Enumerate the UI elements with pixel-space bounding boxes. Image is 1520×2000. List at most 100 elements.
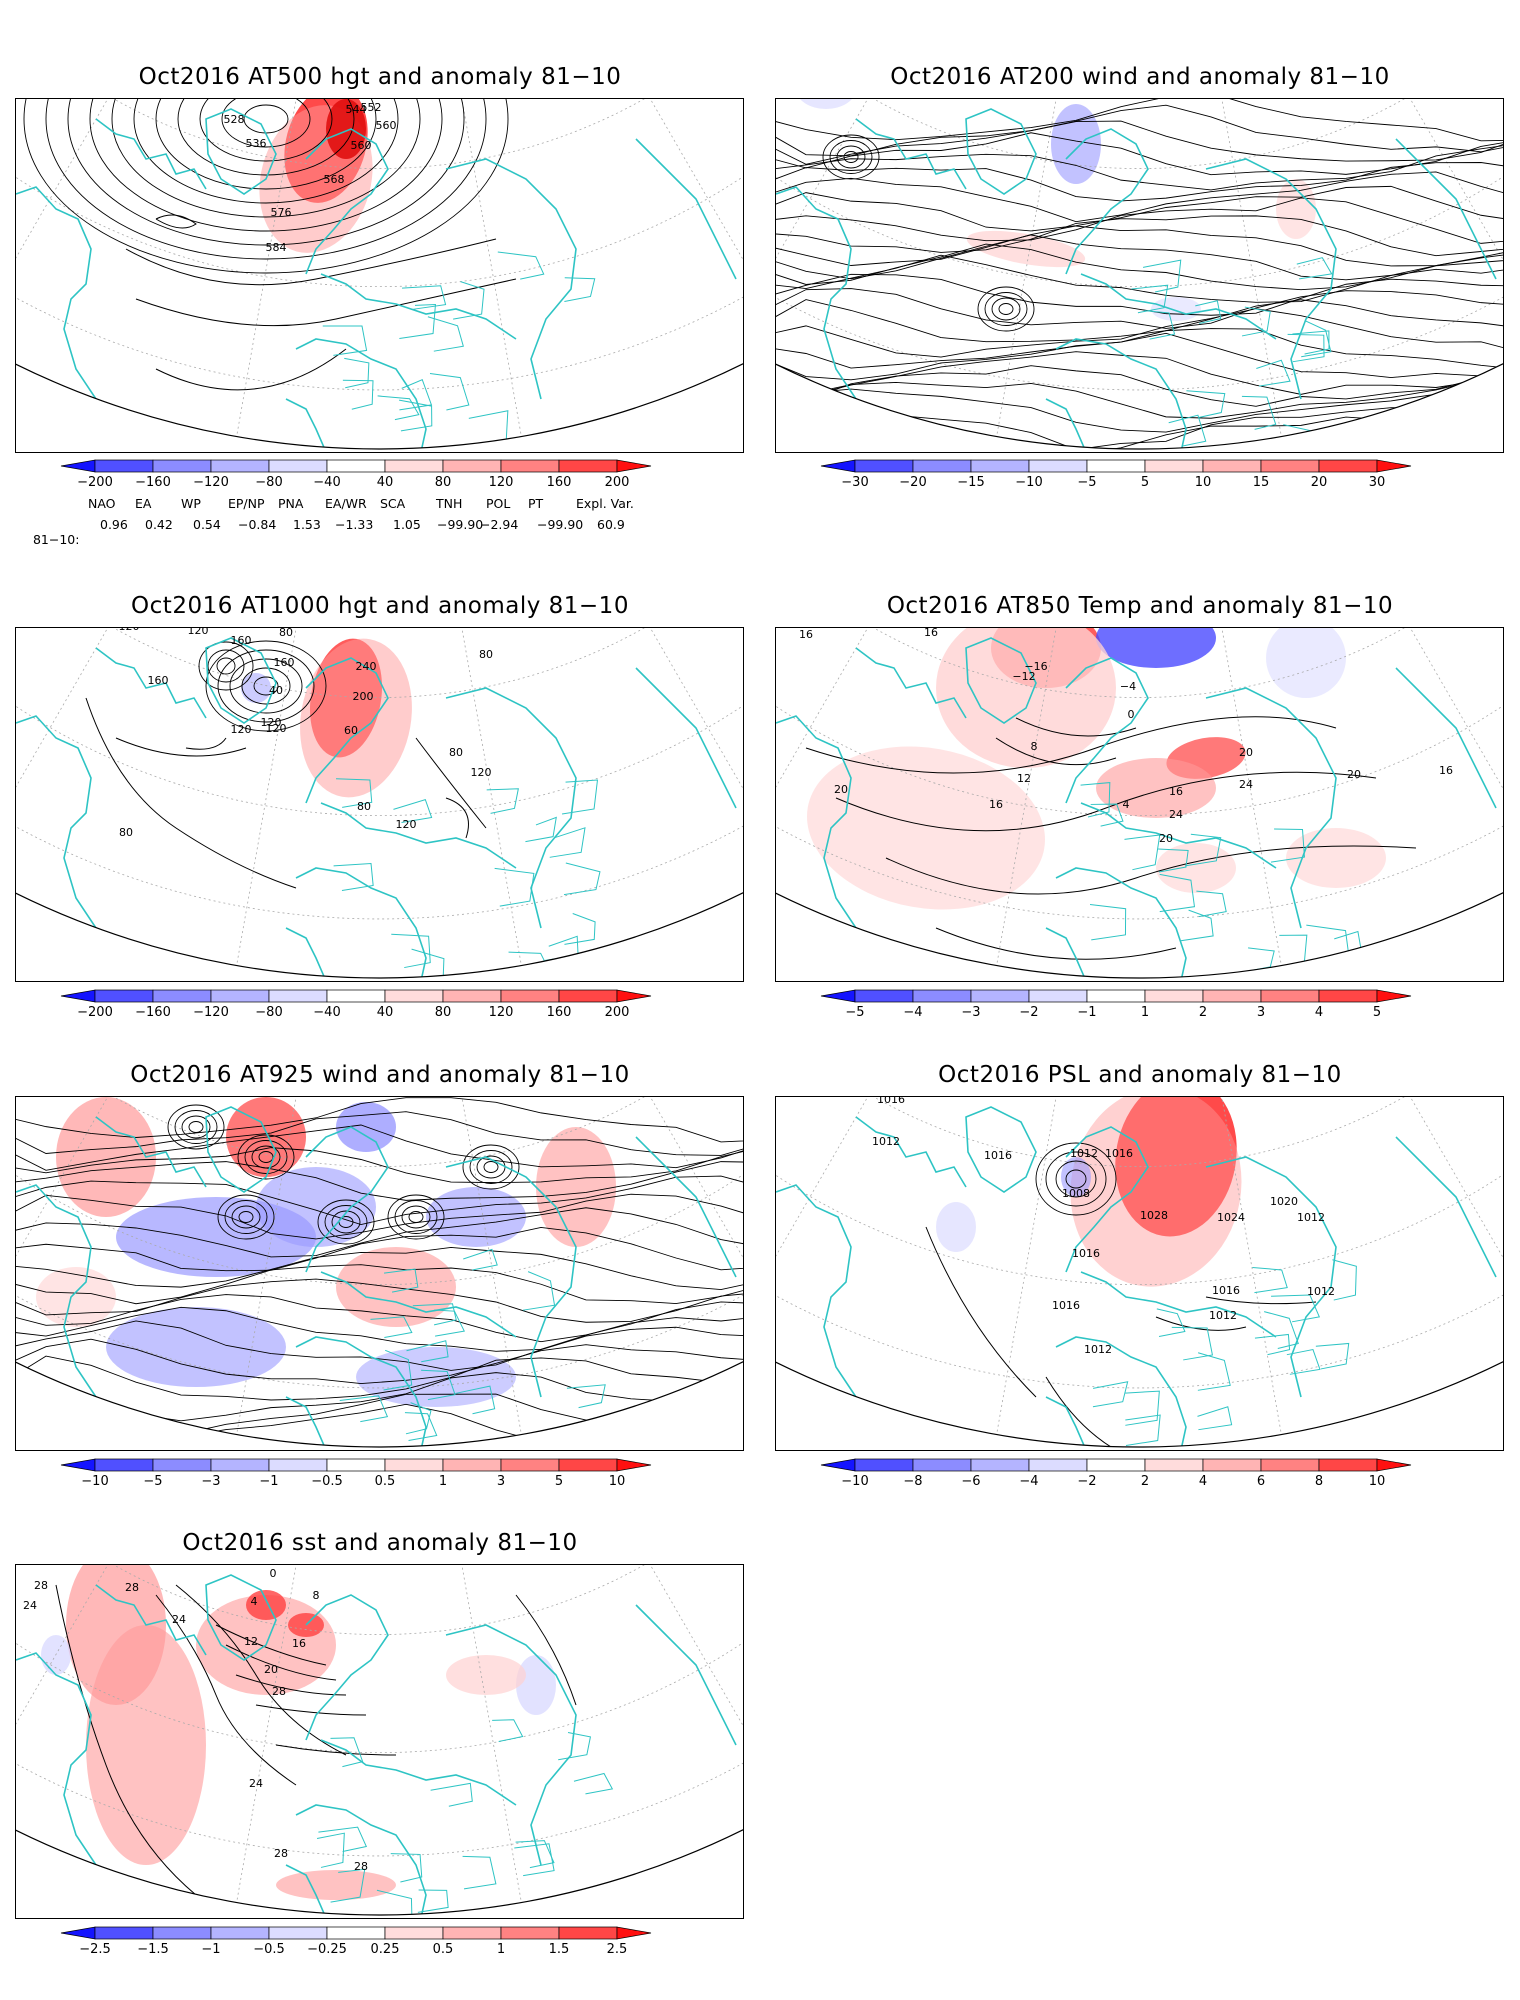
- contour-label: 24: [1169, 808, 1183, 821]
- streamline-vortex: [258, 1151, 274, 1163]
- country-border: [1264, 1311, 1299, 1349]
- meridian-line: [378, 1565, 743, 1728]
- colorbar-segment: [94, 1926, 154, 1940]
- colorbar-tick-label: 10: [609, 1474, 626, 1489]
- index-name: EA: [135, 496, 152, 511]
- colorbar-segment: [854, 1458, 914, 1472]
- streamline: [776, 288, 1503, 329]
- colorbar: −5 −4 −3 −2 −1 1 2 3 4 5: [820, 989, 1412, 1020]
- country-border: [336, 778, 373, 808]
- index-value: 0.42: [145, 517, 173, 532]
- coastline: [1080, 802, 1277, 869]
- country-border: [564, 913, 596, 945]
- coastline: [295, 867, 427, 978]
- contour-label: 28: [272, 1685, 286, 1698]
- streamline: [776, 388, 1503, 433]
- contour-label: 120: [188, 628, 209, 637]
- colorbar-arrow-left: [60, 1926, 96, 1940]
- country-border: [1125, 1414, 1161, 1447]
- streamline: [776, 351, 1503, 397]
- contour-label: 160: [148, 674, 169, 687]
- contour-label: 1008: [1062, 1187, 1090, 1200]
- streamline-vortex: [469, 1150, 513, 1184]
- contour-label: 1028: [1140, 1209, 1168, 1222]
- contour-label: 120: [231, 723, 252, 736]
- colorbar-arrow-left: [60, 459, 96, 473]
- contour-label: 1016: [877, 1097, 905, 1106]
- country-border: [1156, 1308, 1186, 1337]
- contour-line: [235, 1674, 347, 1696]
- latitude-line: [16, 99, 743, 391]
- contour-label: 20: [1347, 768, 1361, 781]
- contour-label: 16: [989, 798, 1003, 811]
- contour-line: [111, 99, 421, 218]
- contour-line: [415, 737, 487, 829]
- contour-line: [207, 649, 245, 683]
- panel-title: Oct2016 PSL and anomaly 81−10: [938, 1062, 1342, 1088]
- coastline: [285, 1396, 327, 1447]
- contour-line: [199, 99, 333, 162]
- anomaly-shading: [446, 1655, 526, 1695]
- colorbar-segment: [854, 989, 914, 1003]
- country-border: [383, 1349, 413, 1391]
- streamline: [776, 162, 1503, 202]
- contour-label: 16: [292, 1637, 306, 1650]
- map-canvas: 1016 1012 1016 1012 1016 1008 1028 1024 1020 1012…: [776, 1097, 1503, 1448]
- streamline-vortex: [836, 145, 866, 169]
- colorbar-tick-label: 2: [1199, 1005, 1207, 1020]
- contour-label: 560: [376, 119, 397, 132]
- contour-label: 544: [346, 103, 367, 116]
- colorbar-segment: [1260, 459, 1320, 473]
- contour-label: 80: [357, 800, 371, 813]
- colorbar-arrow-left: [820, 459, 856, 473]
- country-border: [399, 379, 433, 411]
- colorbar-tick-label: 120: [489, 1005, 514, 1020]
- streamline: [16, 1355, 743, 1401]
- contour-label: 200: [353, 690, 374, 703]
- colorbar-segment: [500, 1926, 560, 1940]
- contour-label: 0: [270, 1567, 277, 1580]
- contour-line: [835, 771, 1377, 832]
- contour-label: 120: [396, 818, 417, 831]
- streamline: [776, 225, 1503, 267]
- contour-label: 1012: [1307, 1285, 1335, 1298]
- colorbar-tick-label: 30: [1369, 475, 1386, 490]
- contour-label: 160: [274, 656, 295, 669]
- streamline: [776, 243, 1503, 291]
- colorbar-segment: [558, 459, 618, 473]
- country-border: [322, 325, 368, 356]
- contour-label: 60: [344, 724, 358, 737]
- country-border: [515, 1840, 555, 1869]
- streamline: [16, 1403, 743, 1447]
- panel-title: Oct2016 AT500 hgt and anomaly 81−10: [138, 64, 622, 90]
- colorbar-segment: [1260, 989, 1320, 1003]
- country-border: [391, 933, 431, 969]
- country-border: [1243, 947, 1275, 973]
- streamline: [776, 141, 1503, 191]
- country-border: [566, 1384, 606, 1409]
- index-value: 1.53: [293, 517, 321, 532]
- contour-label: 20: [834, 783, 848, 796]
- streamline-vortex: [317, 1199, 375, 1245]
- colorbar-segment: [326, 1926, 386, 1940]
- index-value: −99.90: [537, 517, 584, 532]
- contour-label: 16: [799, 628, 813, 641]
- map-at925: [15, 1096, 744, 1451]
- colorbar-tick-label: −5: [1077, 475, 1096, 490]
- country-border: [1092, 1381, 1129, 1408]
- coastline: [320, 802, 517, 869]
- contour-label: 8: [1031, 740, 1038, 753]
- map-psl: 1016 1012 1016 1012 1016 1008 1028 1024 1020 1012…: [775, 1096, 1504, 1451]
- coastline: [95, 1116, 207, 1188]
- country-border: [573, 1772, 614, 1795]
- country-border: [1090, 803, 1124, 827]
- streamline-vortex: [991, 297, 1021, 321]
- colorbar-tick-label: −0.25: [307, 1942, 347, 1957]
- streamline-vortex: [998, 303, 1014, 315]
- contour-label: 16: [924, 628, 938, 639]
- contour-label: 8: [313, 1589, 320, 1602]
- country-border: [429, 373, 470, 411]
- coastline: [320, 1739, 517, 1806]
- contour-label: 576: [271, 206, 292, 219]
- colorbar-segment: [442, 1458, 502, 1472]
